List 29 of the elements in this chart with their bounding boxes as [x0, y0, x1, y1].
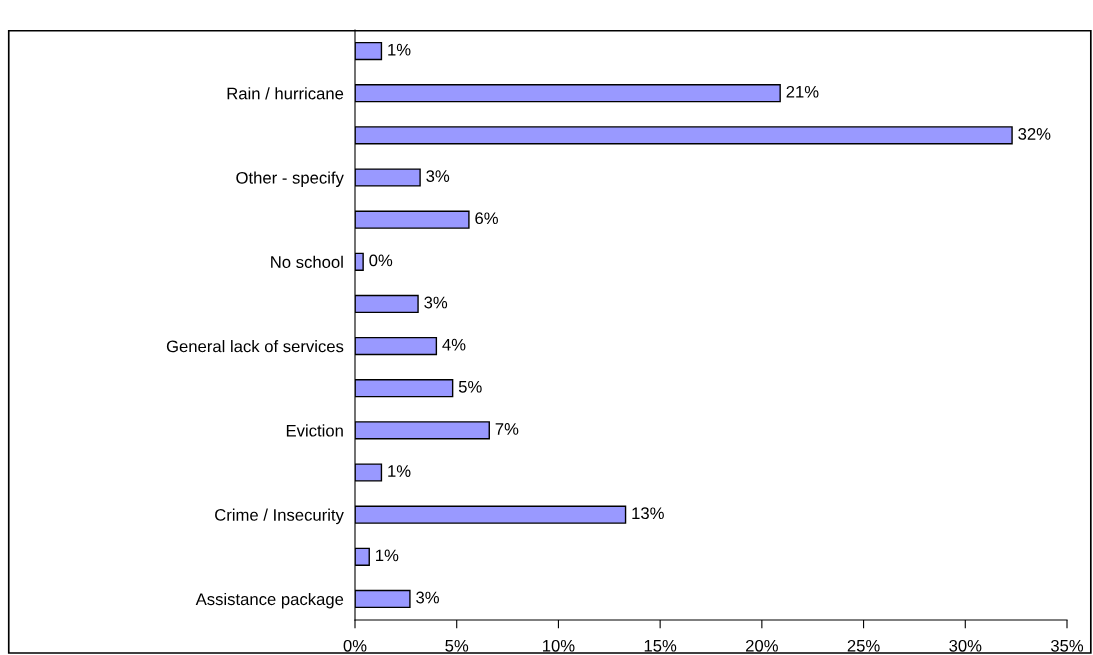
data-label: 32% — [1018, 128, 1051, 140]
data-label: 13% — [632, 507, 664, 520]
data-label: 5% — [458, 380, 482, 393]
y-tick-label: Other - specify — [236, 171, 344, 187]
data-label: 1% — [388, 465, 411, 477]
data-label: 3% — [426, 170, 450, 182]
y-tick-label: Crime / Insecurity — [215, 508, 344, 525]
data-label: 3% — [424, 296, 448, 309]
data-label: 4% — [442, 338, 466, 351]
x-tick-label: 15% — [644, 639, 677, 652]
x-tick-label: 20% — [746, 639, 778, 652]
y-tick-label: General lack of services — [166, 340, 344, 353]
data-label: 3% — [416, 591, 439, 604]
data-label: 1% — [388, 43, 411, 56]
data-label: 21% — [786, 85, 819, 98]
y-tick-label: Eviction — [286, 424, 343, 437]
x-tick-label: 35% — [1050, 639, 1084, 652]
data-label: 0% — [369, 254, 393, 267]
y-tick-label: No school — [271, 255, 343, 268]
y-tick-label: Rain / hurricane — [227, 87, 344, 100]
x-tick-label: 25% — [847, 639, 880, 652]
data-label: 7% — [495, 423, 519, 435]
data-label: 6% — [475, 212, 498, 225]
data-label: 1% — [376, 549, 399, 562]
x-tick-label: 0% — [343, 639, 367, 652]
x-tick-label: 10% — [543, 639, 575, 652]
x-tick-label: 30% — [949, 639, 982, 652]
y-tick-label: Assistance package — [195, 592, 344, 609]
x-tick-label: 5% — [445, 639, 469, 652]
